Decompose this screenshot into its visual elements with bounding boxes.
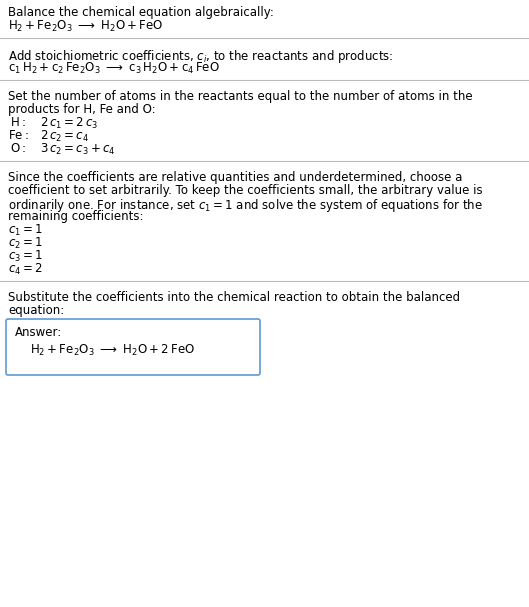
Text: ordinarily one. For instance, set $c_1 = 1$ and solve the system of equations fo: ordinarily one. For instance, set $c_1 =… <box>8 197 483 214</box>
Text: $\mathrm{c_1\,H_2 + c_2\,Fe_2O_3 \ {\longrightarrow} \ c_3\,H_2O + c_4\,FeO}$: $\mathrm{c_1\,H_2 + c_2\,Fe_2O_3 \ {\lon… <box>8 61 220 76</box>
Text: Since the coefficients are relative quantities and underdetermined, choose a: Since the coefficients are relative quan… <box>8 171 462 184</box>
Text: $\mathrm{H_2 + Fe_2O_3 \ {\longrightarrow} \ H_2O + FeO}$: $\mathrm{H_2 + Fe_2O_3 \ {\longrightarro… <box>8 19 163 34</box>
Text: coefficient to set arbitrarily. To keep the coefficients small, the arbitrary va: coefficient to set arbitrarily. To keep … <box>8 184 482 197</box>
Text: $c_1 = 1$: $c_1 = 1$ <box>8 223 43 238</box>
Text: $\mathrm{H_2 + Fe_2O_3 \ {\longrightarrow} \ H_2O + 2\,FeO}$: $\mathrm{H_2 + Fe_2O_3 \ {\longrightarro… <box>30 343 195 358</box>
Text: equation:: equation: <box>8 304 64 317</box>
Text: Substitute the coefficients into the chemical reaction to obtain the balanced: Substitute the coefficients into the che… <box>8 291 460 304</box>
Text: $3\,c_2 = c_3 + c_4$: $3\,c_2 = c_3 + c_4$ <box>40 142 115 157</box>
Text: products for H, Fe and O:: products for H, Fe and O: <box>8 103 156 116</box>
Text: $2\,c_2 = c_4$: $2\,c_2 = c_4$ <box>40 129 89 144</box>
Text: Add stoichiometric coefficients, $c_i$, to the reactants and products:: Add stoichiometric coefficients, $c_i$, … <box>8 48 394 65</box>
Text: $\mathrm{Fe:}$: $\mathrm{Fe:}$ <box>8 129 29 142</box>
Text: Answer:: Answer: <box>15 326 62 339</box>
Text: $\mathrm{O:}$: $\mathrm{O:}$ <box>10 142 26 155</box>
Text: $\mathrm{H:}$: $\mathrm{H:}$ <box>10 116 26 129</box>
Text: Set the number of atoms in the reactants equal to the number of atoms in the: Set the number of atoms in the reactants… <box>8 90 472 103</box>
Text: $c_3 = 1$: $c_3 = 1$ <box>8 249 43 264</box>
Text: $c_2 = 1$: $c_2 = 1$ <box>8 236 43 251</box>
Text: Balance the chemical equation algebraically:: Balance the chemical equation algebraica… <box>8 6 274 19</box>
Text: $2\,c_1 = 2\,c_3$: $2\,c_1 = 2\,c_3$ <box>40 116 98 131</box>
Text: remaining coefficients:: remaining coefficients: <box>8 210 143 223</box>
Text: $c_4 = 2$: $c_4 = 2$ <box>8 262 43 277</box>
FancyBboxPatch shape <box>6 319 260 375</box>
